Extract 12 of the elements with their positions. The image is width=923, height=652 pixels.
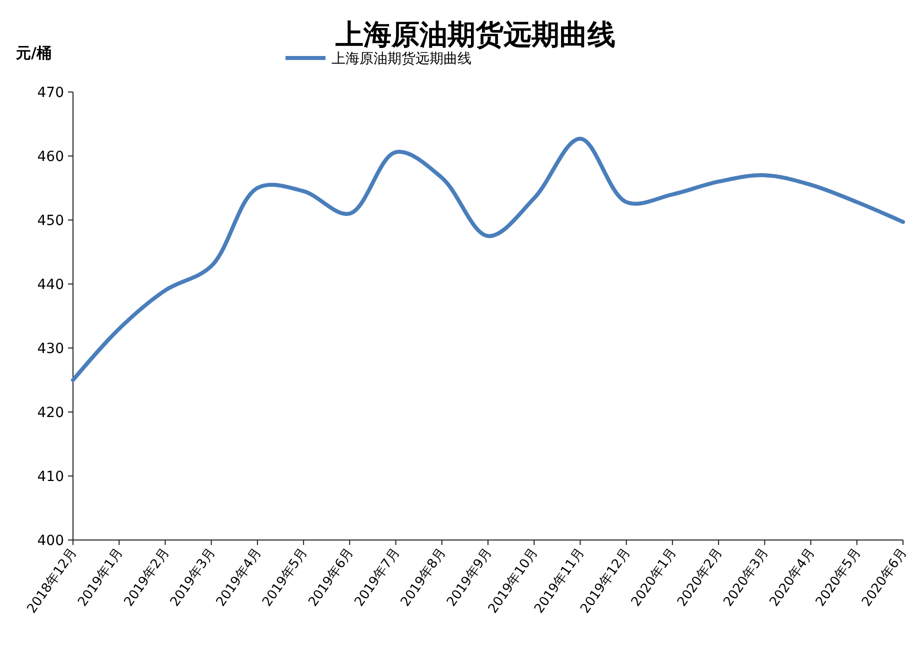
y-tick-label: 450 bbox=[37, 212, 64, 229]
y-tick-label: 460 bbox=[37, 148, 64, 165]
y-axis-title: 元/桶 bbox=[15, 44, 52, 62]
y-tick-label: 400 bbox=[37, 532, 64, 549]
y-tick-label: 410 bbox=[37, 468, 64, 485]
legend-label: 上海原油期货远期曲线 bbox=[332, 50, 472, 67]
y-tick-label: 440 bbox=[37, 276, 64, 293]
y-tick-label: 420 bbox=[37, 404, 64, 421]
line-series bbox=[71, 136, 905, 382]
y-tick-label: 470 bbox=[37, 84, 64, 101]
y-tick-label: 430 bbox=[37, 340, 64, 357]
chart-title: 上海原油期货远期曲线 bbox=[334, 18, 616, 51]
